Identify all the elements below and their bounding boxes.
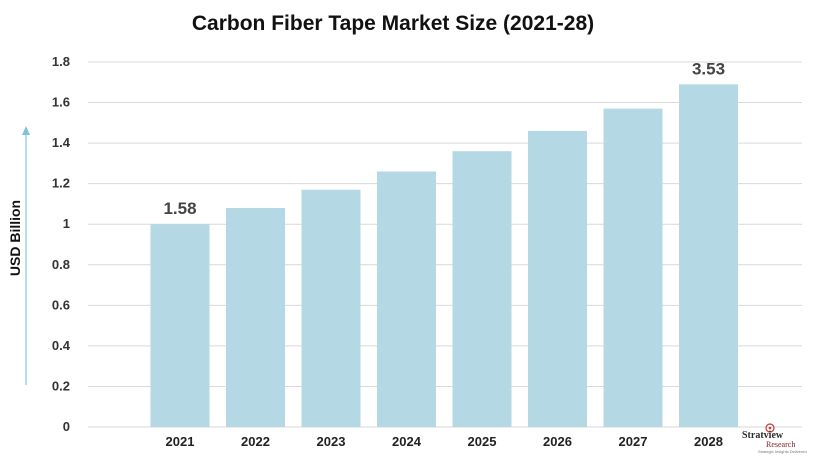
chart-title: Carbon Fiber Tape Market Size (2021-28) [192,12,594,35]
bar-2024 [377,171,436,427]
logo: Stratview Research Strategic Insights De… [742,423,807,454]
bar-2022 [226,208,285,427]
bar-2027 [603,108,663,427]
y-tick-label: 1.4 [52,135,71,150]
y-axis-arrow-icon [22,126,30,135]
x-tick-label: 2025 [468,434,497,449]
logo-tagline: Strategic Insights Delivered [758,449,807,454]
bar-2026 [528,130,587,427]
bar-2021 [150,224,210,427]
y-tick-label: 1.2 [52,176,70,191]
logo-name: Stratview [742,430,784,441]
x-tick-label: 2028 [694,434,723,449]
x-tick-labels: 2021 2022 2023 2024 2025 2026 2027 2028 [166,434,723,449]
y-axis-title-group: USD Billion [7,126,30,385]
x-tick-label: 2024 [392,434,422,449]
bars [150,84,738,428]
y-tick-label: 0.4 [52,338,71,353]
logo-sub: Research [766,440,795,449]
y-tick-label: 0.6 [52,297,70,312]
bar-2023 [301,189,361,427]
target-icon [765,423,775,433]
y-tick-label: 0.2 [52,378,70,393]
bar-2025 [452,151,512,427]
x-tick-label: 2023 [317,434,346,449]
data-label-2021: 1.58 [163,199,196,218]
y-tick-label: 0.8 [52,257,70,272]
y-tick-label: 1 [63,216,70,231]
x-tick-label: 2026 [543,434,572,449]
y-axis-label: USD Billion [7,200,23,276]
x-tick-label: 2027 [619,434,648,449]
y-tick-label: 0 [63,419,70,434]
y-tick-labels: 0 0.2 0.4 0.6 0.8 1 1.2 1.4 1.6 1.8 [52,54,71,434]
y-tick-label: 1.6 [52,95,70,110]
data-labels: 1.58 3.53 [163,59,725,218]
x-tick-label: 2021 [166,434,195,449]
x-tick-label: 2022 [241,434,270,449]
target-icon-center [768,426,772,430]
bar-2028 [679,84,738,428]
y-tick-label: 1.8 [52,54,70,69]
data-label-2028: 3.53 [692,59,725,78]
